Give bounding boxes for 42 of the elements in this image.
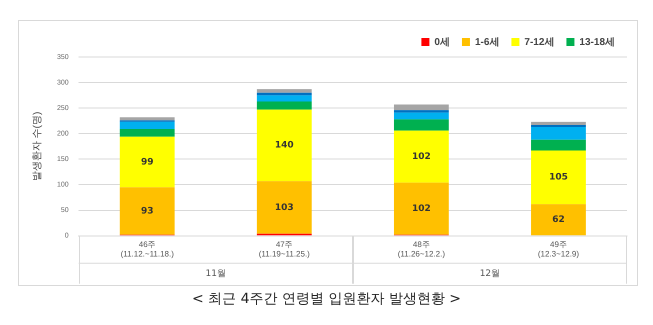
- legend-label: 0세: [434, 36, 450, 48]
- y-axis-title: 발생환자 수(명): [32, 112, 43, 182]
- bar: [531, 122, 586, 125]
- bar: [394, 130, 449, 183]
- bar: [120, 122, 175, 130]
- bar: [256, 95, 312, 102]
- data-label: 93: [140, 206, 154, 216]
- bar: [394, 119, 449, 131]
- data-label: 105: [549, 172, 568, 183]
- data-label: 99: [140, 157, 154, 168]
- text: < 최근 4주간 연령별 입원환자 발생현황 >: [190, 290, 462, 308]
- bar: [256, 101, 312, 110]
- x-tick-label: 48주 (11.26~12.2.): [398, 240, 446, 258]
- data-label: 102: [412, 152, 431, 162]
- x-tick-label: 49주 (12.3~12.9): [538, 240, 580, 258]
- bar: [120, 117, 175, 120]
- x-tick-label: 46주 (11.12.~11.18.): [120, 240, 174, 258]
- legend-label: 7-12세: [524, 36, 554, 48]
- x-tick-label: 47주 (11.19~11.25.): [258, 240, 310, 258]
- legend-label: 1-6세: [474, 36, 500, 48]
- data-label: 102: [412, 204, 431, 214]
- text: 11월: [206, 269, 226, 280]
- bar: [256, 181, 312, 234]
- bar: [531, 126, 586, 140]
- bar: [120, 136, 175, 188]
- text: 12월: [480, 269, 500, 280]
- bar: [120, 129, 175, 137]
- bar: [531, 204, 586, 236]
- data-label: 140: [274, 140, 294, 151]
- bar: [531, 150, 586, 204]
- bar: [120, 187, 175, 235]
- bar: [394, 104, 449, 110]
- legend-label: 13-18세: [579, 36, 615, 48]
- bar: [256, 110, 312, 182]
- data-label: 103: [274, 202, 294, 213]
- bar: [394, 112, 449, 120]
- bar: [256, 89, 312, 93]
- bar: [394, 182, 449, 235]
- bar: [394, 110, 449, 113]
- data-label: 62: [552, 215, 565, 226]
- bar: [531, 140, 586, 150]
- bar: [256, 92, 312, 96]
